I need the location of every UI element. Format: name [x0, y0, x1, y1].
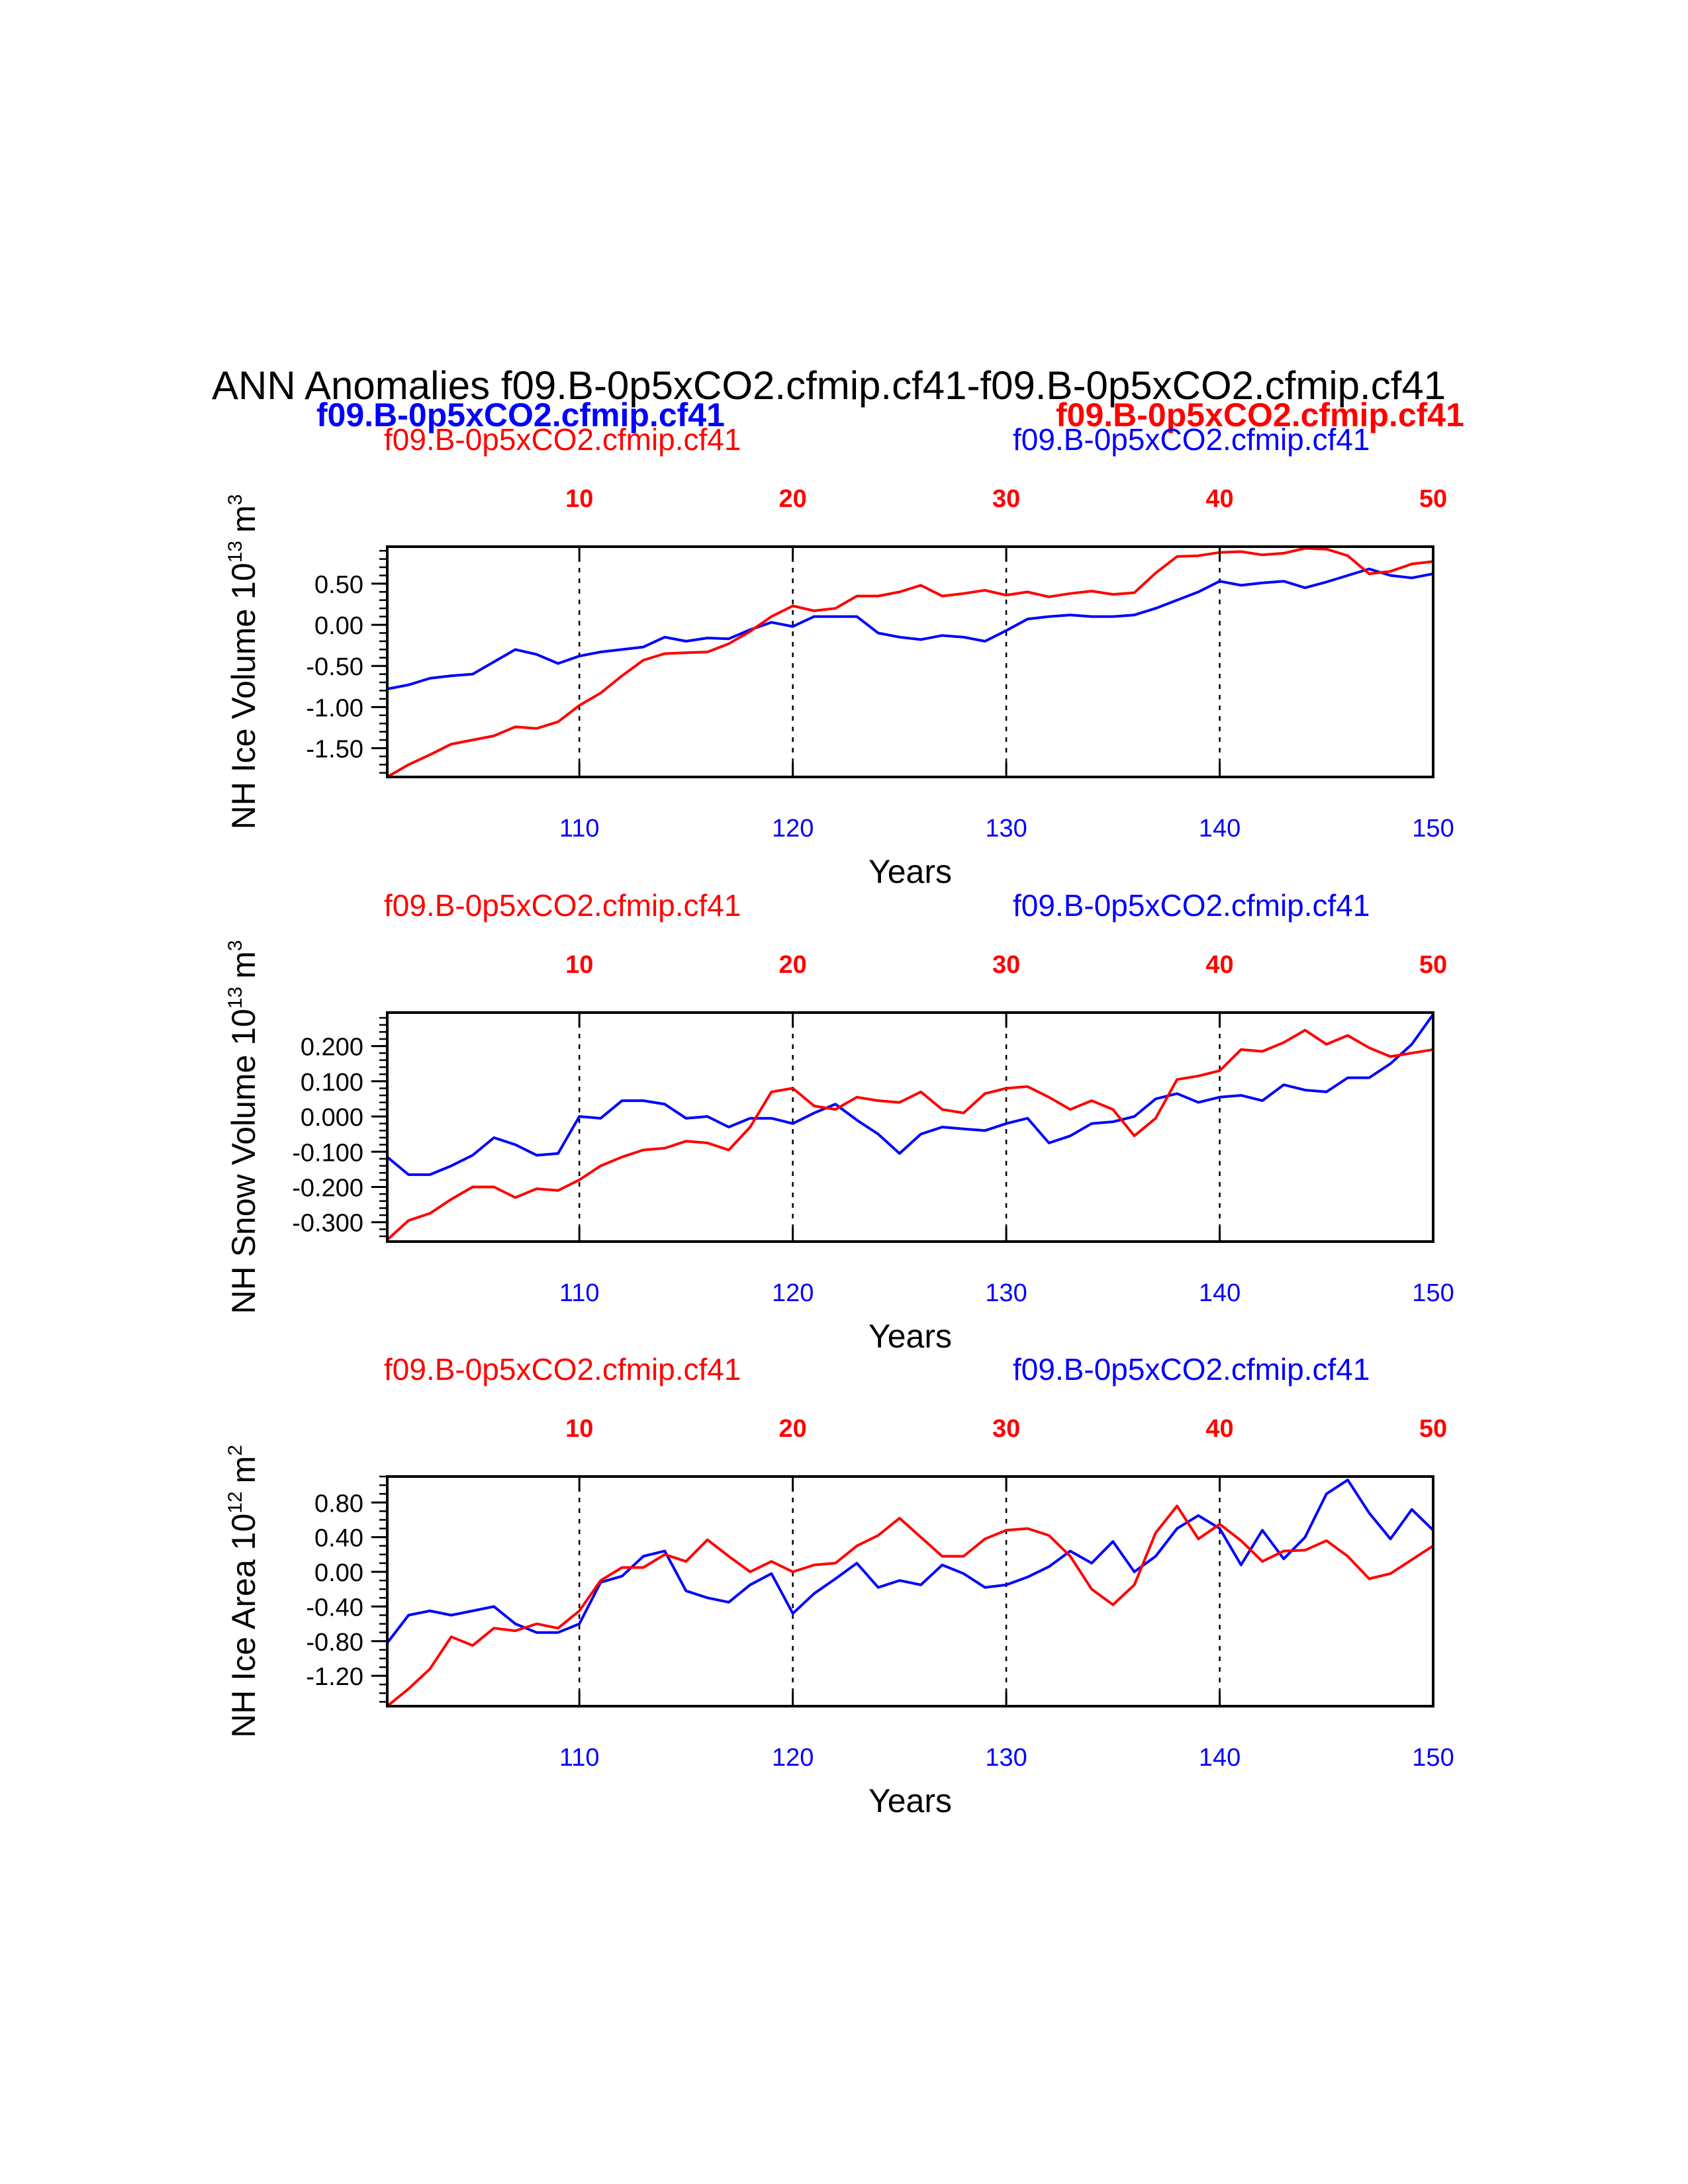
x-bottom-tick-label: 120	[772, 815, 814, 842]
y-tick-label: 0.50	[314, 571, 363, 599]
y-axis-title: NH Ice Volume 1013m3	[224, 494, 262, 830]
x-top-tick-label: 10	[565, 951, 593, 979]
x-bottom-tick-label: 150	[1412, 815, 1454, 842]
y-tick-label: -0.40	[306, 1594, 363, 1621]
x-bottom-tick-label: 150	[1412, 1279, 1454, 1307]
y-tick-label: -0.50	[306, 653, 363, 681]
series-red-line	[386, 1028, 1434, 1241]
series-red-line	[386, 547, 1434, 778]
y-tick-label: 0.00	[314, 612, 363, 640]
x-top-tick-label: 30	[992, 951, 1020, 979]
legend-case1-label: f09.B-0p5xCO2.cfmip.cf41	[316, 396, 725, 433]
plot-frame	[386, 1011, 1434, 1243]
y-tick-label: 0.80	[314, 1490, 363, 1518]
y-tick-label: 0.100	[301, 1069, 363, 1097]
panel-top-left-label: f09.B-0p5xCO2.cfmip.cf41	[384, 888, 741, 923]
y-tick-label: -0.200	[292, 1174, 363, 1202]
x-top-tick-label: 20	[779, 951, 807, 979]
x-top-tick-label: 20	[779, 485, 807, 513]
x-bottom-tick-label: 110	[559, 1279, 600, 1307]
figure-title: ANN Anomalies f09.B-0p5xCO2.cfmip.cf41-f…	[212, 363, 1446, 408]
x-bottom-tick-label: 140	[1199, 1279, 1241, 1307]
x-bottom-tick-label: 120	[772, 1744, 814, 1772]
x-bottom-tick-label: 140	[1199, 815, 1241, 842]
x-top-tick-label: 40	[1205, 1415, 1233, 1443]
plot-frame	[386, 545, 1434, 778]
panel-top-right-label: f09.B-0p5xCO2.cfmip.cf41	[1013, 1352, 1370, 1387]
y-tick-label: 0.00	[314, 1559, 363, 1587]
series-red-line	[386, 1504, 1434, 1707]
series-blue-line	[387, 567, 1434, 690]
panel-top-left-label: f09.B-0p5xCO2.cfmip.cf41	[384, 1352, 741, 1387]
x-bottom-tick-label: 130	[985, 1744, 1027, 1772]
x-bottom-tick-label: 150	[1412, 1744, 1454, 1772]
x-axis-title: Years	[868, 1782, 952, 1819]
y-tick-label: -1.20	[306, 1663, 363, 1691]
panel-top-right-label: f09.B-0p5xCO2.cfmip.cf41	[1013, 422, 1370, 457]
panel-ice-area: f09.B-0p5xCO2.cfmip.cf41 f09.B-0p5xCO2.cf…	[224, 1352, 1454, 1819]
x-top-tick-label: 10	[565, 1415, 593, 1443]
x-top-tick-label: 40	[1205, 485, 1233, 513]
series-blue-line	[386, 1479, 1434, 1644]
legend-case2-label: f09.B-0p5xCO2.cfmip.cf41	[1056, 396, 1464, 433]
x-top-tick-label: 50	[1419, 1415, 1447, 1443]
plot-frame	[386, 1475, 1434, 1707]
y-tick-label: -0.80	[306, 1629, 363, 1657]
y-tick-label: -1.00	[306, 694, 363, 722]
x-top-tick-label: 40	[1205, 951, 1233, 979]
x-axis-title: Years	[868, 853, 952, 890]
x-top-tick-label: 30	[992, 485, 1020, 513]
panel-top-left-label: f09.B-0p5xCO2.cfmip.cf41	[384, 422, 741, 457]
x-bottom-tick-label: 110	[559, 1744, 600, 1772]
panel-snow-volume: f09.B-0p5xCO2.cfmip.cf41 f09.B-0p5xCO2.cf…	[224, 888, 1454, 1355]
y-tick-label: -1.50	[306, 736, 363, 764]
y-tick-label: 0.40	[314, 1525, 363, 1553]
x-top-tick-label: 30	[992, 1415, 1020, 1443]
x-bottom-tick-label: 130	[985, 1279, 1027, 1307]
x-bottom-tick-label: 140	[1199, 1744, 1241, 1772]
panel-ice-volume: f09.B-0p5xCO2.cfmip.cf41 f09.B-0p5xCO2.cf…	[224, 422, 1454, 890]
y-tick-label: 0.200	[301, 1034, 363, 1062]
y-tick-label: 0.000	[301, 1104, 363, 1132]
y-tick-label: -0.100	[292, 1139, 363, 1167]
y-axis-title: NH Ice Area 1012m2	[224, 1445, 262, 1738]
x-bottom-tick-label: 110	[559, 815, 600, 842]
x-top-tick-label: 10	[565, 485, 593, 513]
y-tick-label: -0.300	[292, 1210, 363, 1238]
panel-top-right-label: f09.B-0p5xCO2.cfmip.cf41	[1013, 888, 1370, 923]
x-axis-title: Years	[868, 1318, 952, 1355]
x-top-tick-label: 50	[1419, 485, 1447, 513]
x-bottom-tick-label: 130	[985, 815, 1027, 842]
x-top-tick-label: 50	[1419, 951, 1447, 979]
x-top-tick-label: 20	[779, 1415, 807, 1443]
y-axis-title: NH Snow Volume 1013m3	[224, 940, 262, 1314]
x-bottom-tick-label: 120	[772, 1279, 814, 1307]
series-blue-line	[386, 1013, 1434, 1176]
